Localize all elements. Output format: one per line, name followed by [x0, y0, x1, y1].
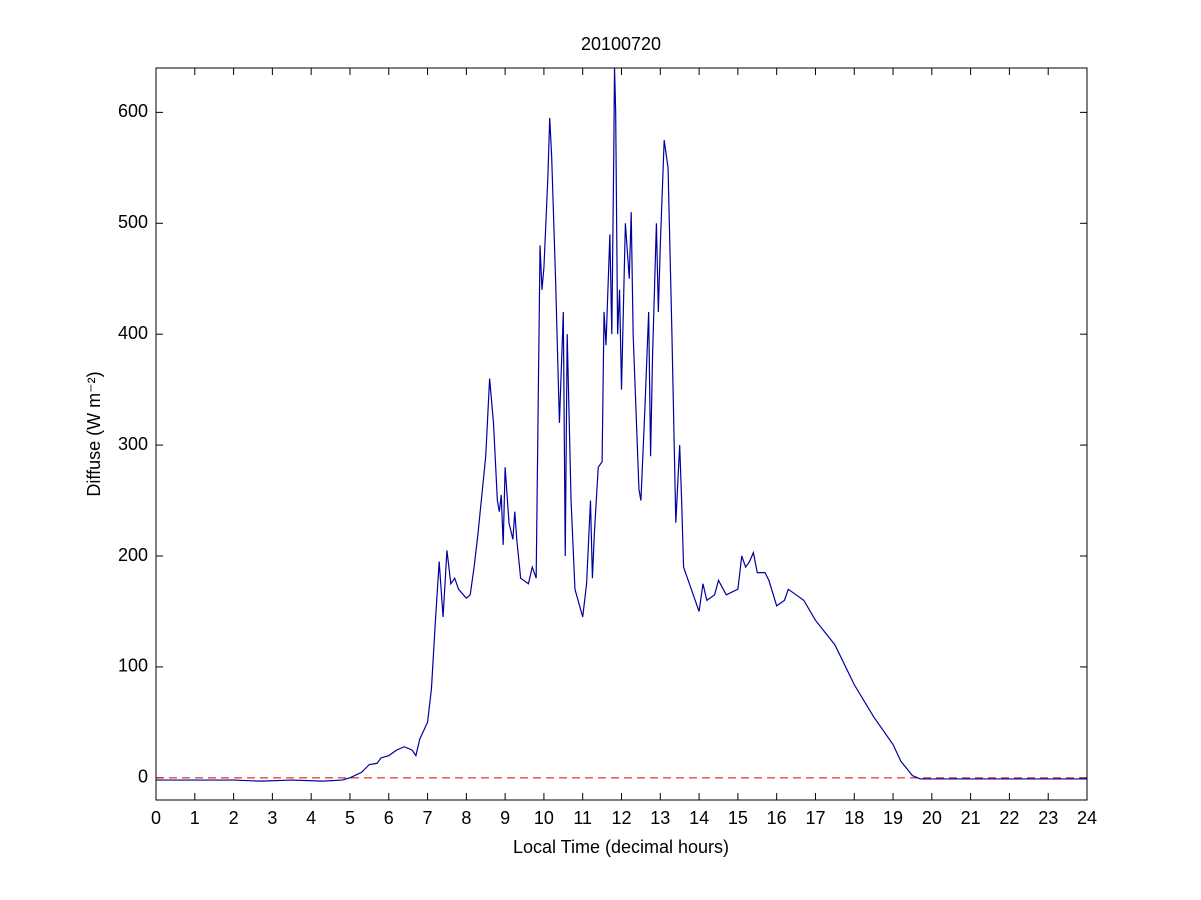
- x-tick-label: 19: [883, 808, 903, 828]
- x-tick-label: 23: [1038, 808, 1058, 828]
- x-tick-label: 6: [384, 808, 394, 828]
- x-tick-label: 24: [1077, 808, 1097, 828]
- y-axis-label: Diffuse (W m⁻²): [84, 371, 104, 496]
- x-tick-label: 17: [805, 808, 825, 828]
- chart-title: 20100720: [581, 34, 661, 54]
- y-tick-label: 600: [118, 101, 148, 121]
- y-tick-label: 400: [118, 323, 148, 343]
- x-tick-label: 5: [345, 808, 355, 828]
- x-tick-label: 20: [922, 808, 942, 828]
- x-tick-label: 13: [650, 808, 670, 828]
- y-tick-label: 0: [138, 767, 148, 787]
- y-tick-label: 100: [118, 656, 148, 676]
- x-tick-label: 2: [229, 808, 239, 828]
- x-tick-label: 4: [306, 808, 316, 828]
- x-tick-label: 14: [689, 808, 709, 828]
- x-tick-label: 21: [961, 808, 981, 828]
- y-tick-label: 300: [118, 434, 148, 454]
- y-tick-label: 500: [118, 212, 148, 232]
- y-tick-label: 200: [118, 545, 148, 565]
- data-line: [156, 67, 1087, 782]
- x-tick-label: 1: [190, 808, 200, 828]
- x-axis-label: Local Time (decimal hours): [513, 837, 729, 857]
- x-tick-label: 15: [728, 808, 748, 828]
- x-tick-label: 10: [534, 808, 554, 828]
- x-tick-label: 12: [611, 808, 631, 828]
- x-tick-label: 7: [423, 808, 433, 828]
- plot-frame: [155, 67, 1088, 801]
- x-tick-label: 22: [999, 808, 1019, 828]
- x-tick-label: 0: [151, 808, 161, 828]
- x-tick-label: 9: [500, 808, 510, 828]
- x-tick-label: 18: [844, 808, 864, 828]
- x-tick-label: 11: [573, 808, 592, 828]
- x-tick-label: 8: [461, 808, 471, 828]
- x-tick-label: 3: [267, 808, 277, 828]
- x-tick-label: 16: [767, 808, 787, 828]
